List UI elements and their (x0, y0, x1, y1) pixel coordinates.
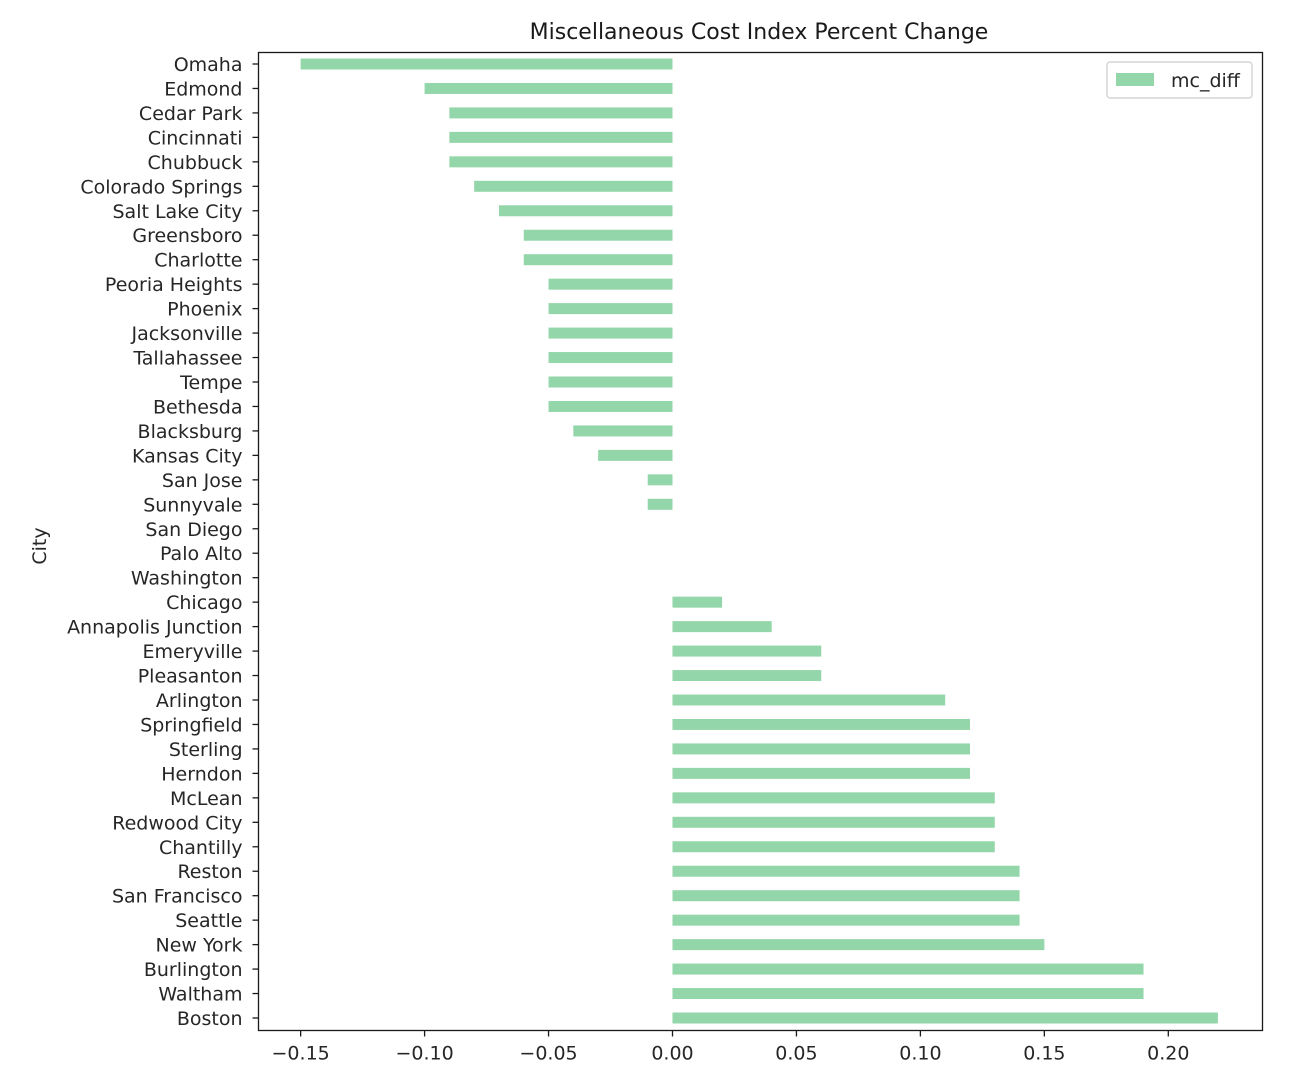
y-tick-label: Kansas City (132, 445, 243, 467)
y-tick-label: Reston (177, 861, 242, 883)
y-tick-label: Annapolis Junction (67, 617, 242, 639)
y-tick-label: Burlington (144, 959, 243, 981)
bar (672, 743, 970, 755)
plot-frame (257, 51, 1264, 1032)
y-tick-label: Blacksburg (138, 421, 243, 443)
bar (672, 645, 822, 657)
bar (672, 621, 772, 633)
x-tick-label: 0.00 (651, 1043, 693, 1065)
y-tick-label: Palo Alto (160, 543, 243, 565)
x-tick-label: −0.15 (272, 1043, 330, 1065)
bar (647, 498, 673, 510)
y-tick-label: Phoenix (167, 299, 242, 321)
bar (300, 58, 673, 70)
x-ticks-group: −0.15 −0.10 −0.05 0.00 0.05 0.10 0.15 0.20 (272, 1030, 1189, 1065)
bar (672, 890, 1020, 902)
y-tick-label: Seattle (175, 910, 242, 932)
bar (548, 352, 673, 364)
bar (672, 792, 995, 804)
y-tick-label: Charlotte (154, 250, 242, 272)
y-tick-label: Herndon (161, 763, 242, 785)
y-tick-label: Waltham (158, 984, 242, 1006)
y-tick-label: Boston (177, 1008, 243, 1030)
y-tick-label: Chantilly (159, 837, 243, 859)
bar (672, 670, 822, 682)
y-tick-label: Emeryville (142, 641, 242, 663)
bar (424, 82, 673, 94)
bar (548, 376, 673, 388)
y-tick-label: Arlington (156, 690, 243, 712)
y-tick-label: Greensboro (132, 225, 242, 247)
chart-title: Miscellaneous Cost Index Percent Change (530, 20, 989, 45)
legend: mc_diff (1106, 61, 1253, 99)
bar (449, 156, 673, 168)
bar (672, 841, 995, 853)
y-tick-label: Springfield (140, 714, 242, 736)
x-tick-label: 0.05 (775, 1043, 817, 1065)
y-tick-label: San Francisco (112, 886, 243, 908)
y-tick-label: Pleasanton (138, 666, 243, 688)
y-tick-label: Chicago (166, 592, 242, 614)
bar (672, 914, 1020, 926)
y-tick-label: Edmond (164, 78, 242, 100)
y-tick-label: Chubbuck (148, 152, 243, 174)
x-tick-label: −0.10 (395, 1043, 453, 1065)
legend-box (1106, 61, 1253, 99)
legend-swatch (1116, 73, 1154, 86)
bar (548, 327, 673, 339)
bar (548, 278, 673, 290)
y-tick-label: Redwood City (112, 812, 242, 834)
y-tick-label: Peoria Heights (105, 274, 243, 296)
y-tick-label: Colorado Springs (80, 176, 242, 198)
bar (672, 988, 1144, 1000)
y-tick-label: McLean (170, 788, 242, 810)
bar (672, 767, 970, 779)
y-tick-label: Tallahassee (132, 348, 242, 370)
y-tick-label: Cincinnati (148, 127, 243, 149)
x-tick-label: 0.20 (1147, 1043, 1189, 1065)
bar (672, 865, 1020, 877)
bar (474, 180, 673, 192)
legend-label: mc_diff (1171, 70, 1241, 92)
x-tick-label: −0.05 (519, 1043, 577, 1065)
y-tick-label: Tempe (179, 372, 242, 394)
bar (672, 718, 970, 730)
bar (498, 205, 673, 217)
y-axis-label: City (29, 527, 51, 564)
bar (449, 131, 673, 143)
bar (573, 425, 673, 437)
bar (548, 303, 673, 315)
y-tick-label: San Diego (145, 519, 242, 541)
bar (523, 229, 673, 241)
bar (672, 939, 1045, 951)
y-tick-label: Sunnyvale (143, 494, 242, 516)
bar (598, 449, 673, 461)
bars-group (300, 58, 1218, 1024)
x-tick-label: 0.15 (1023, 1043, 1065, 1065)
bar (523, 254, 673, 266)
y-tick-label: Bethesda (153, 396, 243, 418)
bar (672, 816, 995, 828)
bar (672, 596, 723, 608)
bar (647, 474, 673, 486)
bar (449, 107, 673, 119)
y-tick-label: Sterling (169, 739, 243, 761)
bar (672, 694, 946, 706)
x-tick-label: 0.10 (899, 1043, 941, 1065)
bar (548, 400, 673, 412)
bar (672, 963, 1144, 975)
y-tick-label: San Jose (162, 470, 243, 492)
y-tick-label: Jacksonville (130, 323, 242, 345)
y-tick-label: Salt Lake City (113, 201, 243, 223)
bar (672, 1012, 1218, 1024)
y-tick-label: New York (155, 935, 242, 957)
y-tick-label: Cedar Park (139, 103, 243, 125)
y-tick-label: Washington (131, 568, 243, 590)
y-tick-label: Omaha (174, 54, 243, 76)
